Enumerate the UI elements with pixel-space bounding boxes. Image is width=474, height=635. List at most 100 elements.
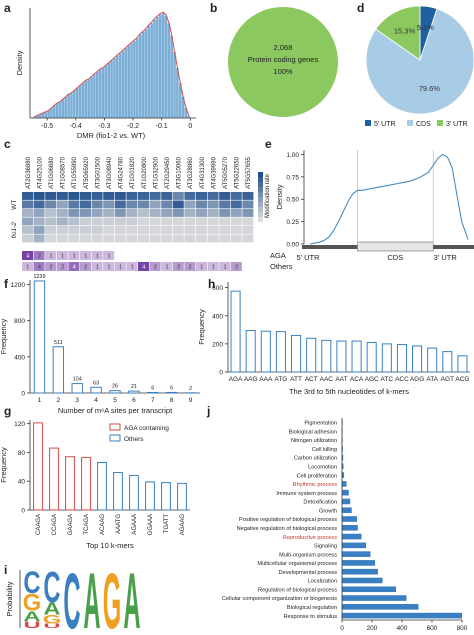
annotation-cell <box>103 251 115 260</box>
heatmap-cell <box>114 209 126 217</box>
y-tick-label: 1200 <box>11 282 26 289</box>
y-tick-label: Negative regulation of biological proces… <box>237 526 338 532</box>
bar <box>342 560 375 566</box>
bar <box>65 456 75 511</box>
bar-value-label: 26 <box>112 384 118 390</box>
bar-value-label: 104 <box>73 377 82 383</box>
pie-value-label: 79.6% <box>419 84 441 93</box>
y-axis-label: Frequency <box>0 447 8 483</box>
histogram-bar <box>104 65 108 118</box>
y-tick-label: 400 <box>212 313 223 320</box>
bar <box>342 542 366 549</box>
y-tick-label: Immune system process <box>276 491 337 497</box>
heatmap-column-label: AT3G28860 <box>188 156 194 189</box>
annotation-count: 1 <box>131 265 134 271</box>
bar <box>90 386 102 394</box>
panel-letter-i: i <box>4 563 7 577</box>
y-tick-label: Detoxification <box>303 500 337 506</box>
x-axis-label: DMR (fio1-2 vs. WT) <box>77 131 146 140</box>
logo-letter: C <box>63 558 80 635</box>
x-tick-label: ATA <box>426 376 438 383</box>
heatmap-cell <box>230 200 242 209</box>
heatmap-cell <box>103 226 115 234</box>
legend-label: Others <box>124 436 144 443</box>
bar <box>49 447 59 511</box>
heatmap-cell <box>196 209 207 217</box>
histogram-bar <box>101 68 105 118</box>
bar <box>321 339 332 373</box>
x-tick-label: 9 <box>189 397 193 404</box>
heatmap-column-label: AT4G31300 <box>200 156 206 189</box>
x-tick-label: ACAAG <box>100 514 106 535</box>
legend-label: 5' UTR <box>374 121 396 128</box>
heatmap-cell <box>114 226 126 234</box>
histogram-bar <box>181 96 185 118</box>
histogram-bar <box>178 83 182 118</box>
bar <box>342 595 407 601</box>
heatmap-cell <box>80 234 91 243</box>
bar <box>165 391 178 394</box>
region-label: CDS <box>387 253 403 262</box>
bar <box>457 355 468 373</box>
histogram-bar <box>184 108 188 118</box>
heatmap-cell <box>184 234 196 243</box>
heatmap-cell <box>149 192 161 200</box>
x-tick-label: AAA <box>259 376 273 383</box>
x-tick-label: 200 <box>367 625 378 632</box>
heatmap-cell <box>149 200 161 209</box>
histogram-bar <box>147 25 151 119</box>
bar-value-label: 6 <box>151 385 154 391</box>
heatmap-cell <box>219 192 231 200</box>
legend-gradient-step <box>258 187 263 192</box>
heatmap-cell <box>196 200 207 209</box>
bar <box>342 498 351 505</box>
pie-slice <box>375 5 421 61</box>
histogram-bar <box>44 111 48 118</box>
panel-letter-a: a <box>4 1 11 15</box>
heatmap-cell <box>80 200 91 209</box>
heatmap-cell <box>45 209 57 217</box>
x-tick-label: -0.4 <box>70 123 82 130</box>
heatmap-cell <box>114 200 126 209</box>
y-tick-label: Positive regulation of biological proces… <box>239 517 337 523</box>
histogram-bar <box>81 83 85 118</box>
heatmap-cell <box>45 226 57 234</box>
x-tick-label: ATT <box>290 376 302 383</box>
y-tick-label: 40 <box>18 479 26 486</box>
heatmap-cell <box>230 192 242 200</box>
heatmap-cell <box>161 192 173 200</box>
histogram-bar <box>70 93 73 118</box>
y-tick-label: Multi-organism process <box>279 552 337 558</box>
y-tick-label: Response to stimulus <box>284 614 338 620</box>
bar <box>81 456 91 511</box>
logo-letter: A <box>23 609 40 625</box>
heatmap-cell <box>219 226 231 234</box>
pie-slice-sublabel: Protein coding genes <box>248 55 319 64</box>
heatmap-column-label: AT1G08570 <box>61 156 67 189</box>
x-tick-label: 400 <box>397 625 408 632</box>
bar <box>342 586 396 593</box>
y-tick-label: 0.25 <box>286 219 299 226</box>
histogram-bar <box>75 88 79 118</box>
heatmap-cell <box>22 209 33 217</box>
annotation-count: 1 <box>96 254 99 260</box>
x-tick-label: CCAGA <box>52 514 58 535</box>
annotation-cell <box>22 262 33 271</box>
bar <box>351 340 362 373</box>
y-tick-label: 1.00 <box>286 152 299 159</box>
heatmap-cell <box>103 200 115 209</box>
annotation-count: 4 <box>142 265 145 271</box>
x-tick-label: AAATG <box>116 514 122 534</box>
y-tick-label: 600 <box>212 285 223 292</box>
legend-label: CDS <box>416 121 431 128</box>
logo-letter: G <box>43 613 61 626</box>
x-tick-label: AAG <box>244 376 258 383</box>
histogram-bar <box>35 115 39 118</box>
bar <box>342 577 383 584</box>
annotation-cell <box>45 262 57 271</box>
panel-letter-g: g <box>4 404 11 418</box>
heatmap-cell <box>207 200 219 209</box>
heatmap-cell <box>219 234 231 243</box>
panel-letter-b: b <box>210 1 217 15</box>
density-line <box>309 153 469 245</box>
